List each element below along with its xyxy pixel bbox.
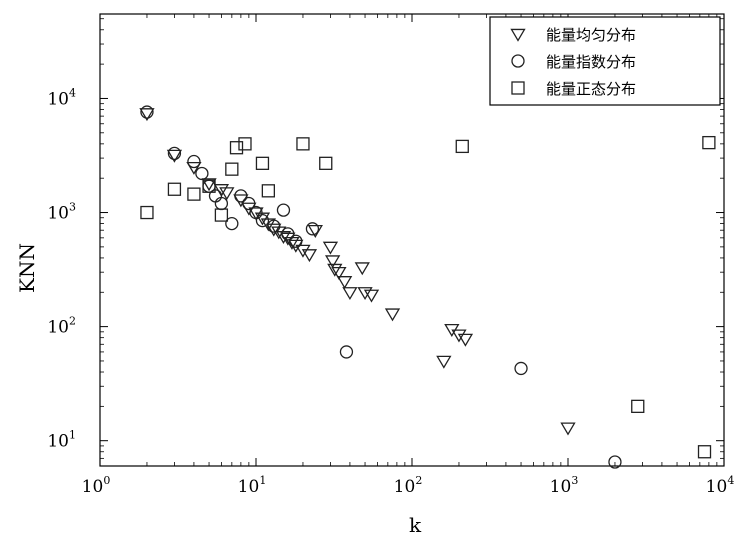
data-point-square <box>455 139 469 154</box>
data-point-square <box>225 162 239 176</box>
data-point-square <box>697 445 712 459</box>
series-2 <box>140 105 622 469</box>
data-point-triangle-down <box>384 308 401 322</box>
x-tick-label: 100 <box>82 474 111 497</box>
y-tick-label: 101 <box>47 429 76 452</box>
data-point-circle <box>289 234 303 248</box>
y-axis-title: KNN <box>15 243 39 293</box>
data-point-triangle-down <box>457 333 474 347</box>
data-point-square <box>631 399 645 414</box>
data-point-circle <box>242 196 256 211</box>
data-point-triangle-down <box>266 223 282 237</box>
data-point-triangle-down <box>357 287 373 301</box>
data-point-square <box>140 205 154 220</box>
data-point-triangle-down <box>295 244 311 258</box>
data-point-triangle-down <box>219 187 235 201</box>
data-point-square <box>238 137 252 151</box>
data-point-circle <box>234 189 248 203</box>
data-point-circle <box>167 146 182 161</box>
legend-label: 能量指数分布 <box>546 53 636 71</box>
data-point-square <box>702 135 716 150</box>
data-point-square <box>202 179 216 193</box>
legend-marker-triangle-down <box>510 28 526 42</box>
y-axis-ticks: 101 102 103 104 <box>47 18 724 467</box>
data-point-triangle-down <box>331 266 347 280</box>
data-point-triangle-down <box>186 161 202 175</box>
legend-marker-square <box>511 81 525 95</box>
data-point-square <box>255 156 270 170</box>
data-point-circle <box>187 154 201 169</box>
y-tick-label: 103 <box>47 201 76 224</box>
data-point-square <box>319 156 333 170</box>
data-point-triangle-down <box>354 262 370 276</box>
data-point-square <box>229 141 244 155</box>
series-3 <box>140 135 716 459</box>
x-tick-label: 102 <box>394 474 423 497</box>
data-point-triangle-down <box>560 422 576 436</box>
legend-box <box>489 16 721 106</box>
data-point-square <box>167 182 182 196</box>
data-point-circle <box>276 203 291 217</box>
data-point-circle <box>214 196 229 211</box>
data-point-triangle-down <box>451 329 467 343</box>
legend-label: 能量均匀分布 <box>546 26 636 44</box>
data-point-triangle-down <box>201 178 217 192</box>
x-tick-label: 101 <box>238 474 267 497</box>
data-point-triangle-down <box>325 255 341 269</box>
data-point-circle <box>608 455 622 469</box>
series-1 <box>139 108 576 436</box>
data-point-circle <box>339 345 354 359</box>
data-points <box>139 105 716 469</box>
legend-marker-circle <box>511 54 525 68</box>
data-point-circle <box>267 219 281 233</box>
data-point-triangle-down <box>327 263 343 277</box>
data-point-circle <box>255 213 270 228</box>
data-point-circle <box>249 205 263 220</box>
data-point-circle <box>195 166 209 181</box>
y-tick-label: 104 <box>47 86 76 109</box>
x-tick-label: 103 <box>550 474 579 497</box>
data-point-triangle-down <box>363 289 380 303</box>
data-point-square <box>187 187 201 201</box>
data-point-triangle-down <box>436 355 452 369</box>
x-axis-ticks: 100 101 102 103 104 <box>82 14 735 497</box>
data-point-triangle-down <box>342 287 358 301</box>
data-point-triangle-down <box>241 202 257 216</box>
x-axis-title: k <box>409 513 422 537</box>
data-point-square <box>261 184 276 198</box>
data-point-circle <box>225 216 239 231</box>
data-point-triangle-down <box>166 149 183 163</box>
data-point-circle <box>305 222 320 236</box>
data-point-square <box>296 137 310 151</box>
data-point-circle <box>281 227 295 241</box>
data-point-circle <box>140 105 154 119</box>
y-tick-label: 102 <box>47 315 76 338</box>
x-tick-label: 104 <box>706 474 735 497</box>
data-point-triangle-down <box>139 108 155 122</box>
data-point-triangle-down <box>337 276 353 290</box>
legend-label: 能量正态分布 <box>546 80 636 98</box>
data-point-square <box>214 208 229 222</box>
data-point-triangle-down <box>301 249 318 263</box>
data-point-circle <box>514 361 528 376</box>
data-point-triangle-down <box>322 241 339 255</box>
